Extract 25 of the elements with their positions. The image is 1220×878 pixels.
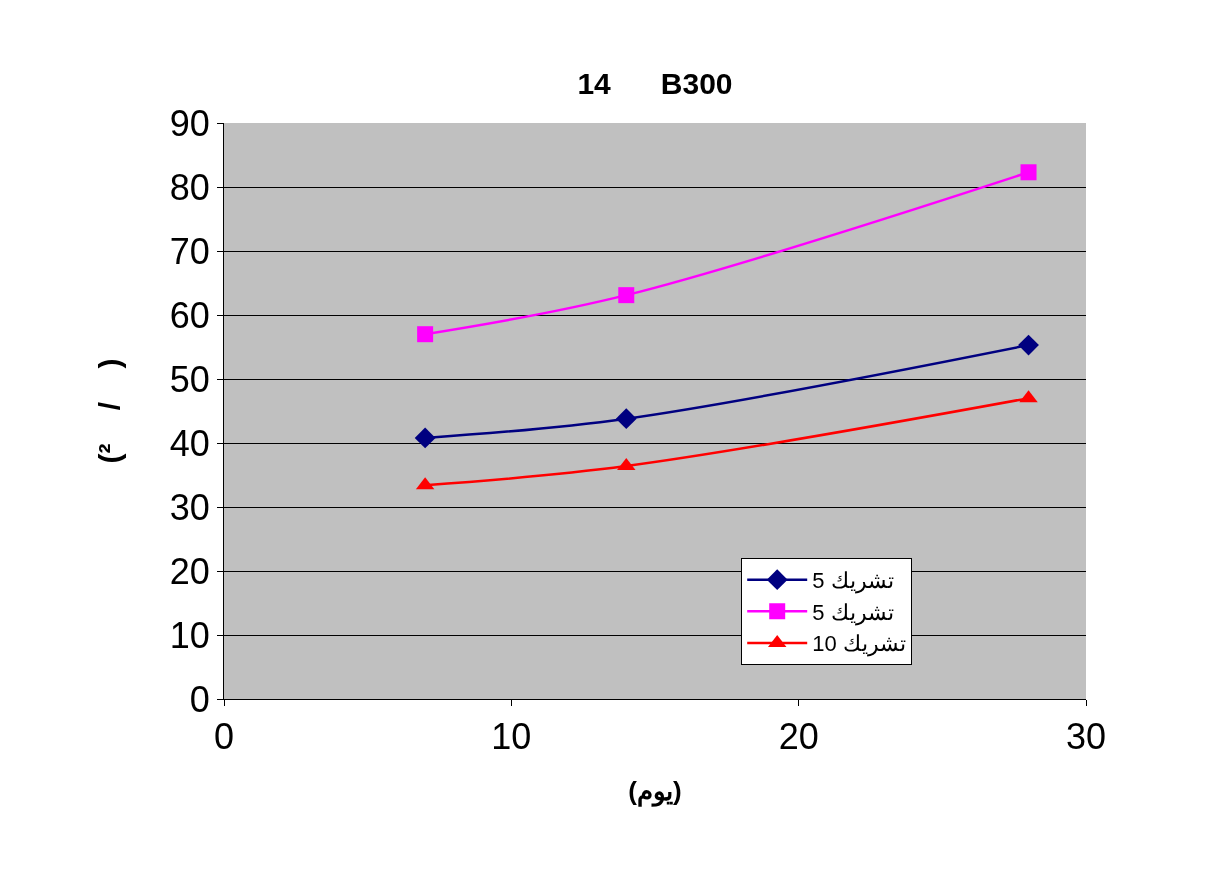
- x-tick-label: 10: [491, 716, 532, 758]
- y-tick-label: 0: [189, 678, 210, 720]
- point: [1020, 164, 1037, 181]
- x-axis-title: (يوم): [628, 775, 682, 807]
- legend-label: تشريك 10: [812, 631, 906, 658]
- point: [1018, 334, 1039, 356]
- y-tick-label: 10: [169, 614, 210, 656]
- y-tick-label: 80: [169, 166, 210, 208]
- x-tick-label: 20: [778, 716, 819, 758]
- y-axis-title: (² / ): [92, 358, 126, 464]
- y-tick-label: 30: [169, 486, 210, 528]
- point: [618, 287, 635, 304]
- y-tick-label: 60: [169, 294, 210, 336]
- y-tick-label: 90: [169, 102, 210, 144]
- point: [417, 326, 434, 343]
- x-tick-label: 30: [1065, 716, 1107, 758]
- legend-label: تشريك 5: [812, 599, 894, 626]
- y-tick-label: 40: [169, 422, 210, 464]
- chart-title: 14 B300: [577, 66, 733, 100]
- y-tick-label: 20: [169, 550, 210, 592]
- legend-label: تشريك 5: [812, 568, 894, 595]
- point: [414, 427, 436, 449]
- y-tick-label: 70: [169, 230, 210, 272]
- y-tick-label: 50: [169, 358, 210, 400]
- point: [615, 408, 637, 430]
